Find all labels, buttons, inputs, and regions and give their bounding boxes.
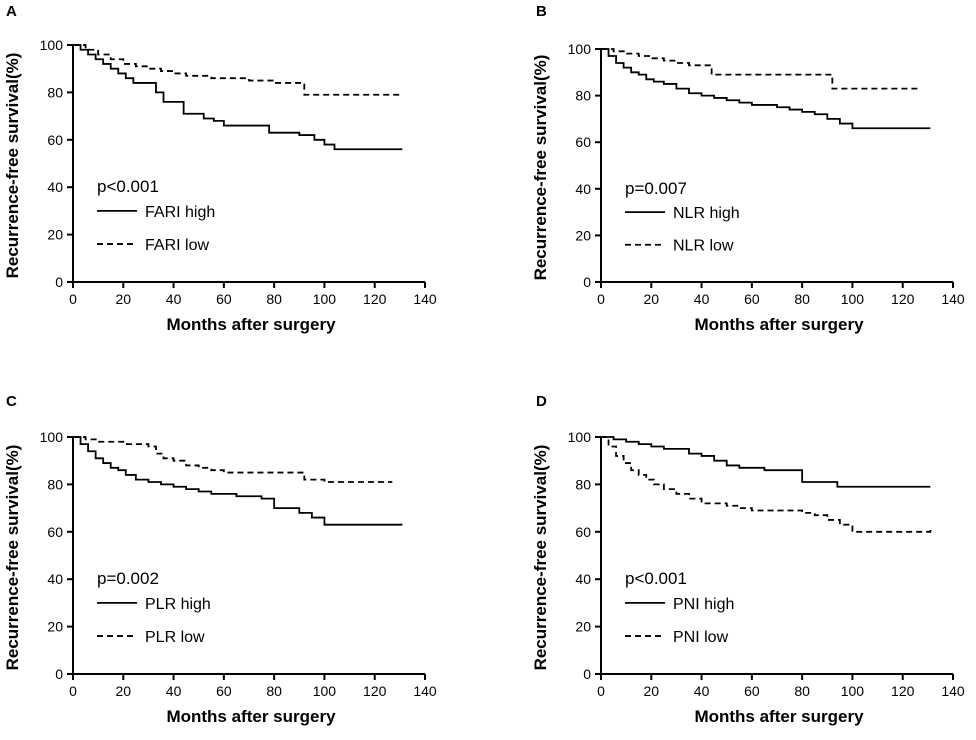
x-tick-label: 60 <box>216 683 232 699</box>
y-axis-title: Recurrence-free survival(%) <box>531 445 550 671</box>
legend-label: PLR low <box>145 629 205 646</box>
y-tick-label: 80 <box>47 84 63 100</box>
x-tick-label: 140 <box>941 291 965 307</box>
x-tick-label: 40 <box>166 683 182 699</box>
x-tick-label: 140 <box>941 683 965 699</box>
x-tick-label: 120 <box>891 683 915 699</box>
x-tick-label: 20 <box>115 683 131 699</box>
y-tick-label: 60 <box>575 524 591 540</box>
legend-label: NLR high <box>673 205 740 222</box>
curve-plr-high <box>73 437 402 525</box>
curve-nlr-low <box>601 49 920 89</box>
x-tick-label: 140 <box>413 291 437 307</box>
x-tick-label: 120 <box>891 291 915 307</box>
x-tick-label: 20 <box>643 291 659 307</box>
panel-letter: C <box>6 393 17 410</box>
x-tick-label: 80 <box>794 683 810 699</box>
y-tick-label: 80 <box>47 476 63 492</box>
legend-label: PNI high <box>673 596 734 613</box>
panel-letter: A <box>6 3 17 20</box>
legend-label: FARI low <box>145 237 209 254</box>
x-tick-label: 40 <box>694 291 710 307</box>
x-tick-label: 100 <box>841 683 865 699</box>
x-axis-title: Months after surgery <box>694 707 864 726</box>
curve-pni-low <box>601 437 930 532</box>
y-tick-label: 40 <box>47 571 63 587</box>
x-axis-title: Months after surgery <box>166 315 336 334</box>
panel-d: D 0 20 40 60 80 100 120 140 0 20 40 60 80 100 Months af… <box>531 393 965 726</box>
y-tick-label: 20 <box>575 619 591 635</box>
x-tick-label: 80 <box>266 683 282 699</box>
p-value-annotation: p=0.002 <box>97 569 159 588</box>
curve-nlr-high <box>601 49 930 128</box>
p-value-annotation: p=0.007 <box>625 179 687 198</box>
y-tick-label: 60 <box>47 524 63 540</box>
x-tick-label: 120 <box>363 683 387 699</box>
x-tick-label: 20 <box>115 291 131 307</box>
y-tick-label: 40 <box>47 179 63 195</box>
x-tick-label: 60 <box>744 683 760 699</box>
y-tick-label: 20 <box>575 227 591 243</box>
panel-b: B 0 20 40 60 80 100 120 140 0 20 40 60 80 100 Months af… <box>531 3 965 334</box>
legend-label: NLR low <box>673 238 734 255</box>
x-tick-label: 0 <box>597 291 605 307</box>
curve-fari-low <box>73 45 402 95</box>
y-tick-label: 80 <box>575 88 591 104</box>
y-tick-label: 40 <box>575 571 591 587</box>
x-tick-label: 0 <box>69 683 77 699</box>
curve-plr-low <box>73 437 392 482</box>
y-tick-label: 80 <box>575 476 591 492</box>
y-axis-title: Recurrence-free survival(%) <box>3 445 22 671</box>
y-tick-label: 20 <box>47 619 63 635</box>
y-tick-label: 20 <box>47 227 63 243</box>
x-tick-label: 80 <box>794 291 810 307</box>
y-tick-label: 60 <box>47 132 63 148</box>
x-axis-title: Months after surgery <box>166 707 336 726</box>
x-axis-title: Months after surgery <box>694 315 864 334</box>
legend-label: PNI low <box>673 629 729 646</box>
y-tick-label: 0 <box>55 666 63 682</box>
panel-letter: D <box>536 393 547 410</box>
x-tick-label: 0 <box>597 683 605 699</box>
x-tick-label: 60 <box>744 291 760 307</box>
y-tick-label: 0 <box>583 666 591 682</box>
x-tick-label: 120 <box>363 291 387 307</box>
km-figure: A 0 20 40 60 80 100 120 140 0 20 40 60 80 100 Months af… <box>0 0 976 740</box>
y-tick-label: 100 <box>568 41 592 57</box>
x-tick-label: 40 <box>166 291 182 307</box>
y-tick-label: 100 <box>40 429 64 445</box>
y-axis-title: Recurrence-free survival(%) <box>3 53 22 279</box>
x-tick-label: 0 <box>69 291 77 307</box>
x-tick-label: 100 <box>313 291 337 307</box>
x-tick-label: 100 <box>313 683 337 699</box>
panel-letter: B <box>536 3 547 20</box>
legend-label: FARI high <box>145 204 215 221</box>
x-tick-label: 100 <box>841 291 865 307</box>
y-tick-label: 100 <box>40 37 64 53</box>
x-tick-label: 40 <box>694 683 710 699</box>
y-tick-label: 60 <box>575 134 591 150</box>
x-tick-label: 20 <box>643 683 659 699</box>
x-tick-label: 80 <box>266 291 282 307</box>
panel-c: C 0 20 40 60 80 100 120 140 0 20 40 60 80 100 Months af… <box>3 393 437 726</box>
p-value-annotation: p<0.001 <box>97 177 159 196</box>
p-value-annotation: p<0.001 <box>625 569 687 588</box>
y-axis-title: Recurrence-free survival(%) <box>531 55 550 281</box>
y-tick-label: 100 <box>568 429 592 445</box>
y-tick-label: 0 <box>55 274 63 290</box>
legend-label: PLR high <box>145 596 211 613</box>
y-tick-label: 40 <box>575 181 591 197</box>
y-tick-label: 0 <box>583 274 591 290</box>
x-tick-label: 140 <box>413 683 437 699</box>
panel-a: A 0 20 40 60 80 100 120 140 0 20 40 60 80 100 Months af… <box>3 3 437 334</box>
x-tick-label: 60 <box>216 291 232 307</box>
